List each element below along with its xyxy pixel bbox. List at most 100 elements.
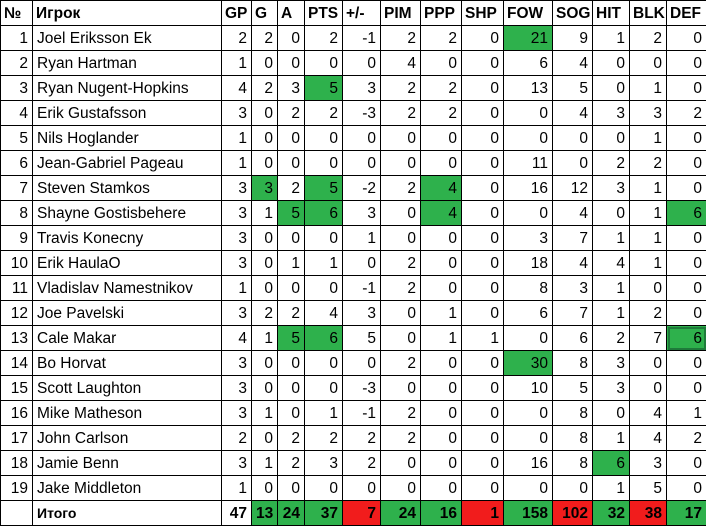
fow-cell[interactable]: 16 [503,450,553,476]
blk-cell[interactable]: 0 [629,50,667,76]
shp-cell[interactable]: 0 [461,400,504,426]
g-cell[interactable]: 0 [251,475,278,501]
row-number-cell[interactable]: 14 [0,350,33,376]
a-cell[interactable]: 2 [277,425,305,451]
plus-minus-cell[interactable]: 5 [342,325,381,351]
plus-minus-cell[interactable]: -1 [342,25,381,51]
header-cell[interactable]: PTS [304,0,343,26]
row-number-cell[interactable]: 10 [0,250,33,276]
shp-cell[interactable]: 0 [461,425,504,451]
row-number-cell[interactable]: 4 [0,100,33,126]
blk-cell[interactable]: 0 [629,275,667,301]
shp-cell[interactable]: 0 [461,300,504,326]
gp-cell[interactable]: 3 [221,300,252,326]
def-cell[interactable]: 0 [666,450,706,476]
plus-minus-cell[interactable]: 3 [342,300,381,326]
a-cell[interactable]: 0 [277,475,305,501]
blk-cell[interactable]: 3 [629,450,667,476]
hit-cell[interactable]: 1 [592,225,630,251]
fow-cell[interactable]: 13 [503,75,553,101]
row-number-cell[interactable]: 19 [0,475,33,501]
header-cell[interactable]: +/- [342,0,381,26]
pts-cell[interactable]: 3 [304,450,343,476]
sog-cell[interactable]: 5 [552,375,593,401]
blk-cell[interactable]: 1 [629,250,667,276]
pts-cell[interactable]: 2 [304,100,343,126]
gp-cell[interactable]: 3 [221,350,252,376]
ppp-cell[interactable]: 0 [420,400,462,426]
ppp-cell[interactable]: 2 [420,25,462,51]
row-number-cell[interactable]: 9 [0,225,33,251]
pim-cell[interactable]: 0 [380,200,421,226]
ppp-cell[interactable]: 0 [420,375,462,401]
shp-cell[interactable]: 0 [461,275,504,301]
player-name-cell[interactable]: Shayne Gostisbehere [32,200,222,226]
total-fow-cell[interactable]: 158 [503,500,553,526]
hit-cell[interactable]: 0 [592,50,630,76]
gp-cell[interactable]: 3 [221,200,252,226]
g-cell[interactable]: 0 [251,275,278,301]
def-cell[interactable]: 0 [666,225,706,251]
ppp-cell[interactable]: 0 [420,150,462,176]
a-cell[interactable]: 3 [277,75,305,101]
fow-cell[interactable]: 10 [503,375,553,401]
header-cell[interactable]: HIT [592,0,630,26]
blk-cell[interactable]: 7 [629,325,667,351]
plus-minus-cell[interactable]: -3 [342,100,381,126]
hit-cell[interactable]: 0 [592,200,630,226]
a-cell[interactable]: 0 [277,50,305,76]
total-label-cell[interactable]: Итого [32,500,222,526]
def-cell[interactable]: 0 [666,50,706,76]
blk-cell[interactable]: 5 [629,475,667,501]
player-name-cell[interactable]: Jean-Gabriel Pageau [32,150,222,176]
row-number-cell[interactable]: 16 [0,400,33,426]
pts-cell[interactable]: 0 [304,125,343,151]
header-cell[interactable]: PIM [380,0,421,26]
pts-cell[interactable]: 0 [304,375,343,401]
pim-cell[interactable]: 0 [380,150,421,176]
a-cell[interactable]: 2 [277,300,305,326]
def-cell[interactable]: 0 [666,175,706,201]
def-cell[interactable]: 0 [666,125,706,151]
plus-minus-cell[interactable]: 0 [342,125,381,151]
row-number-cell[interactable]: 15 [0,375,33,401]
plus-minus-cell[interactable]: 0 [342,250,381,276]
header-cell[interactable]: PPP [420,0,462,26]
gp-cell[interactable]: 3 [221,100,252,126]
row-number-cell[interactable]: 6 [0,150,33,176]
total-blk-cell[interactable]: 38 [629,500,667,526]
pim-cell[interactable]: 0 [380,125,421,151]
pim-cell[interactable]: 2 [380,275,421,301]
g-cell[interactable]: 0 [251,425,278,451]
pts-cell[interactable]: 0 [304,350,343,376]
pim-cell[interactable]: 2 [380,75,421,101]
sog-cell[interactable]: 8 [552,450,593,476]
ppp-cell[interactable]: 2 [420,75,462,101]
pim-cell[interactable]: 2 [380,250,421,276]
a-cell[interactable]: 0 [277,125,305,151]
shp-cell[interactable]: 0 [461,50,504,76]
sog-cell[interactable]: 6 [552,325,593,351]
sog-cell[interactable]: 9 [552,25,593,51]
shp-cell[interactable]: 0 [461,175,504,201]
plus-minus-cell[interactable]: 0 [342,150,381,176]
def-cell[interactable]: 6 [666,325,706,351]
total-a-cell[interactable]: 24 [277,500,305,526]
plus-minus-cell[interactable]: 0 [342,350,381,376]
blk-cell[interactable]: 2 [629,25,667,51]
def-cell[interactable]: 0 [666,275,706,301]
pts-cell[interactable]: 5 [304,75,343,101]
player-name-cell[interactable]: John Carlson [32,425,222,451]
header-cell[interactable]: FOW [503,0,553,26]
pts-cell[interactable]: 4 [304,300,343,326]
plus-minus-cell[interactable]: -2 [342,175,381,201]
row-number-cell[interactable]: 7 [0,175,33,201]
fow-cell[interactable]: 0 [503,200,553,226]
player-name-cell[interactable]: Erik HaulaO [32,250,222,276]
pim-cell[interactable]: 0 [380,325,421,351]
fow-cell[interactable]: 11 [503,150,553,176]
player-name-cell[interactable]: Cale Makar [32,325,222,351]
pts-cell[interactable]: 0 [304,475,343,501]
total-shp-cell[interactable]: 1 [461,500,504,526]
gp-cell[interactable]: 4 [221,75,252,101]
